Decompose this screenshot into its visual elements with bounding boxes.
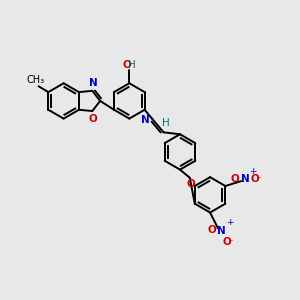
Text: N: N (142, 115, 150, 125)
Text: ⁻: ⁻ (257, 176, 262, 184)
Text: O: O (230, 174, 239, 184)
Text: ⁻: ⁻ (229, 238, 233, 247)
Text: H: H (162, 118, 170, 128)
Text: +: + (226, 218, 233, 227)
Text: +: + (249, 167, 256, 176)
Text: N: N (241, 174, 249, 184)
Text: O: O (251, 174, 260, 184)
Text: N: N (218, 226, 226, 236)
Text: O: O (223, 237, 232, 247)
Text: CH₃: CH₃ (26, 75, 45, 85)
Text: O: O (186, 179, 195, 189)
Text: H: H (128, 59, 136, 70)
Text: O: O (207, 225, 216, 235)
Text: O: O (89, 114, 98, 124)
Text: N: N (89, 78, 98, 88)
Text: O: O (122, 59, 131, 70)
